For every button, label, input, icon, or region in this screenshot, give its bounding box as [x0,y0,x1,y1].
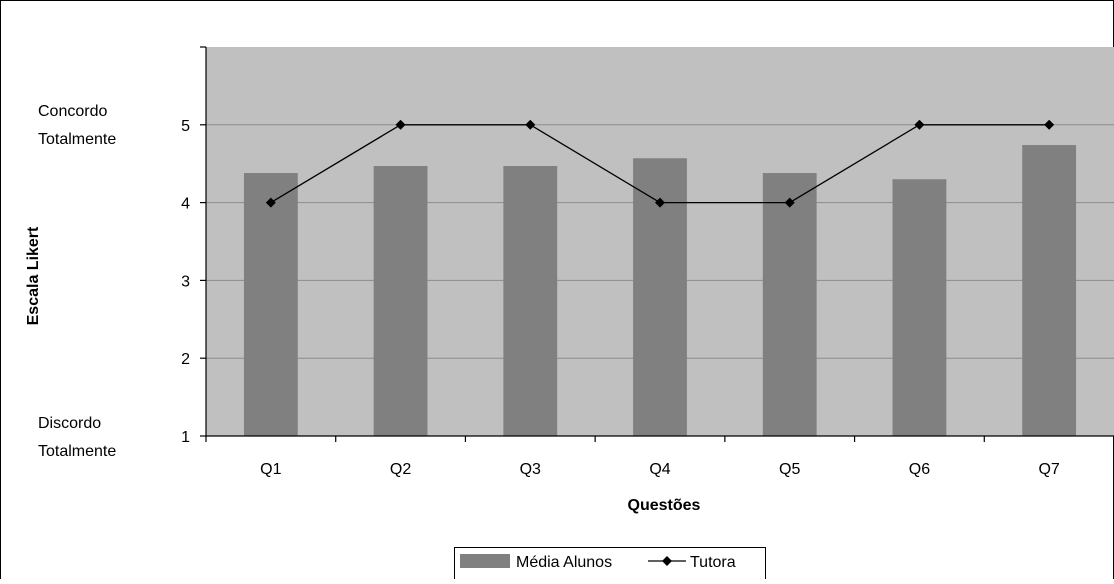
tutora-point-q5 [784,197,795,208]
tutora-point-q1 [265,197,276,208]
legend: Média Alunos Tutora [454,547,766,580]
x-tick-label-q2: Q2 [390,461,411,478]
tutora-point-q7 [1044,119,1055,130]
x-tick-label-q1: Q1 [260,461,281,478]
y-tick-label-5: 5 [181,118,190,135]
y-side-label-top-line1: Concordo [38,103,107,120]
x-tick-label-q6: Q6 [909,461,930,478]
x-tick-label-q4: Q4 [649,461,670,478]
y-side-label-bottom-line1: Discordo [38,415,101,432]
y-tick-labels: 1 2 3 4 5 [181,118,190,446]
bar-q5 [762,173,817,436]
y-side-label-top-line2: Totalmente [38,131,116,148]
legend-label-media-alunos: Média Alunos [516,554,612,571]
legend-swatch-media-alunos [460,554,510,568]
axes [200,46,1114,442]
bar-q3 [503,166,558,436]
x-tick-labels: Q1 Q2 Q3 Q4 Q5 Q6 Q7 [260,461,1060,478]
bar-q2 [373,166,428,436]
y-tick-label-1: 1 [181,429,190,446]
bar-q1 [243,173,298,436]
bar-q6 [892,179,947,436]
tutora-point-q4 [655,197,665,208]
tutora-point-q3 [525,119,536,130]
x-tick-label-q3: Q3 [520,461,541,478]
tutora-point-q6 [914,119,925,130]
y-side-label-bottom-line2: Totalmente [38,443,116,460]
line-tutora [265,119,1055,208]
legend-swatch-tutora-marker [662,556,672,566]
y-axis-title: Escala Likert [25,226,42,325]
y-tick-label-4: 4 [181,196,190,213]
bars-media-alunos [243,145,1077,436]
tutora-point-q2 [395,119,406,130]
x-axis-title: Questões [628,497,701,514]
y-tick-label-2: 2 [181,351,190,368]
x-tick-label-q5: Q5 [779,461,800,478]
y-tick-label-3: 3 [181,273,190,290]
bar-q7 [1022,145,1077,436]
x-tick-label-q7: Q7 [1038,461,1059,478]
legend-label-tutora: Tutora [690,554,736,571]
